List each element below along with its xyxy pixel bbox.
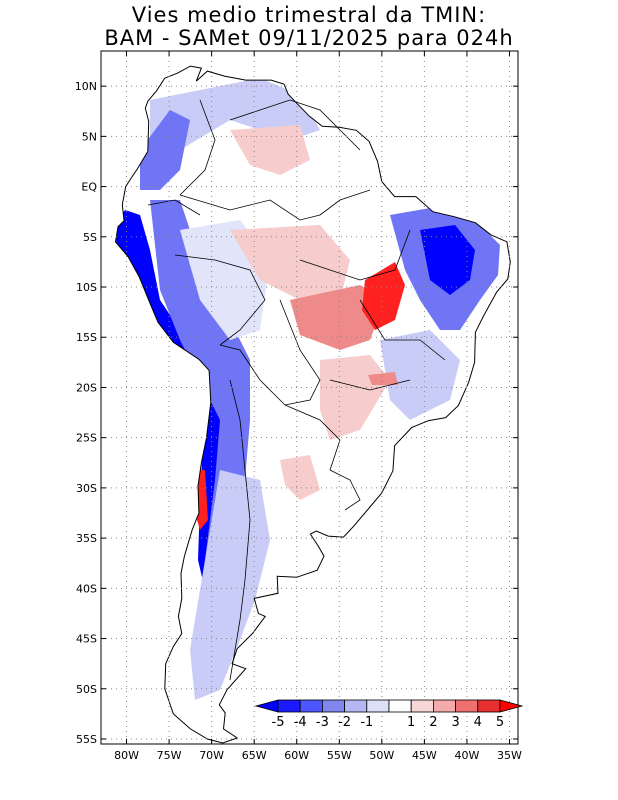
border-brazil-states-north [299, 229, 411, 281]
colorbar-label: 3 [451, 715, 459, 730]
border-peru-brazil [174, 254, 266, 346]
coastline [114, 65, 511, 744]
lon-label: 80W [114, 749, 139, 762]
lat-lon-grid [101, 51, 518, 744]
colorbar-box [410, 699, 434, 713]
lon-label: 75W [157, 749, 182, 762]
border-brazil-states-east [359, 299, 446, 361]
bias-region-minas-red-streak [368, 372, 398, 385]
title-line-2: BAM - SAMet 09/11/2025 para 024h [104, 26, 514, 50]
lat-label: 35S [76, 532, 97, 545]
colorbar-box [366, 699, 390, 713]
lat-label: 50S [76, 683, 97, 696]
colorbar-box [432, 699, 456, 713]
colorbar-label: -1 [360, 715, 373, 730]
colorbar-box [277, 699, 301, 713]
colorbar-label: -4 [294, 715, 307, 730]
border-colombia-brazil [179, 194, 321, 221]
lat-label: 10N [75, 80, 97, 93]
bias-region-tocantins-strong-red [362, 262, 405, 330]
lon-label: 55W [327, 749, 352, 762]
border-bolivia [219, 299, 321, 406]
lat-label: 5N [82, 130, 97, 143]
bias-region-amazon-light-red [230, 225, 350, 300]
country-borders [147, 99, 446, 681]
bias-region-southeast-brazil-light-blue [380, 330, 460, 420]
colorbar-box [477, 699, 501, 713]
lon-label: 35W [497, 749, 522, 762]
lat-label: 20S [76, 381, 97, 394]
colorbar-high-arrow [499, 699, 524, 713]
lat-label: 10S [76, 281, 97, 294]
bias-region-pampas-light-red [280, 455, 320, 500]
border-colombia-venezuela [179, 99, 216, 196]
colorbar-box [388, 699, 412, 713]
colorbar-label: 1 [407, 715, 415, 730]
colorbar-box [299, 699, 323, 713]
lon-label: 65W [242, 749, 267, 762]
colorbar-label: -5 [272, 715, 285, 730]
title-line-1: Vies medio trimestral da TMIN: [131, 3, 487, 27]
bias-region-colombia-andes-blue [140, 110, 190, 190]
colorbar-box [455, 699, 479, 713]
colorbar-label: 4 [474, 715, 482, 730]
border-paraguay [284, 404, 341, 471]
lat-label: 15S [76, 331, 97, 344]
map-frame-border [100, 50, 519, 745]
colorbar-label: -3 [316, 715, 329, 730]
lon-label: 50W [369, 749, 394, 762]
border-amazon-states [319, 189, 371, 216]
lat-label: 45S [76, 633, 97, 646]
bias-shading [115, 78, 500, 700]
border-brazil-states-south [329, 379, 411, 391]
lat-label: 25S [76, 432, 97, 445]
lon-label: 45W [412, 749, 437, 762]
colorbar-box [321, 699, 345, 713]
lat-label: 40S [76, 582, 97, 595]
border-ecuador [147, 199, 201, 216]
colorbar-box [344, 699, 368, 713]
colorbar-label: 2 [429, 715, 437, 730]
latitude-axis: 10N 5N EQ 5S 10S 15S 20S 25S 30S 35S 40S 45S 50S 55S [75, 80, 518, 746]
lat-label: EQ [81, 181, 97, 194]
bias-region-northeast-core-blue [420, 225, 475, 295]
lat-label: 30S [76, 482, 97, 495]
bias-region-guiana-light-red [230, 125, 310, 175]
lon-label: 40W [455, 749, 480, 762]
border-chile-argentina [229, 379, 251, 681]
colorbar: -5 -4 -3 -2 -1 1 2 3 4 5 [254, 699, 524, 730]
colorbar-label: -2 [338, 715, 351, 730]
border-uruguay [329, 469, 361, 511]
lon-label: 70W [199, 749, 224, 762]
bias-region-patagonia-light-blue [190, 470, 270, 700]
colorbar-label: 5 [496, 715, 504, 730]
lat-label: 55S [76, 733, 97, 746]
lat-label: 5S [83, 231, 97, 244]
border-guianas [229, 99, 361, 151]
longitude-axis: 80W 75W 70W 65W 60W 55W 50W 45W 40W 35W [114, 51, 522, 762]
lon-label: 60W [284, 749, 309, 762]
